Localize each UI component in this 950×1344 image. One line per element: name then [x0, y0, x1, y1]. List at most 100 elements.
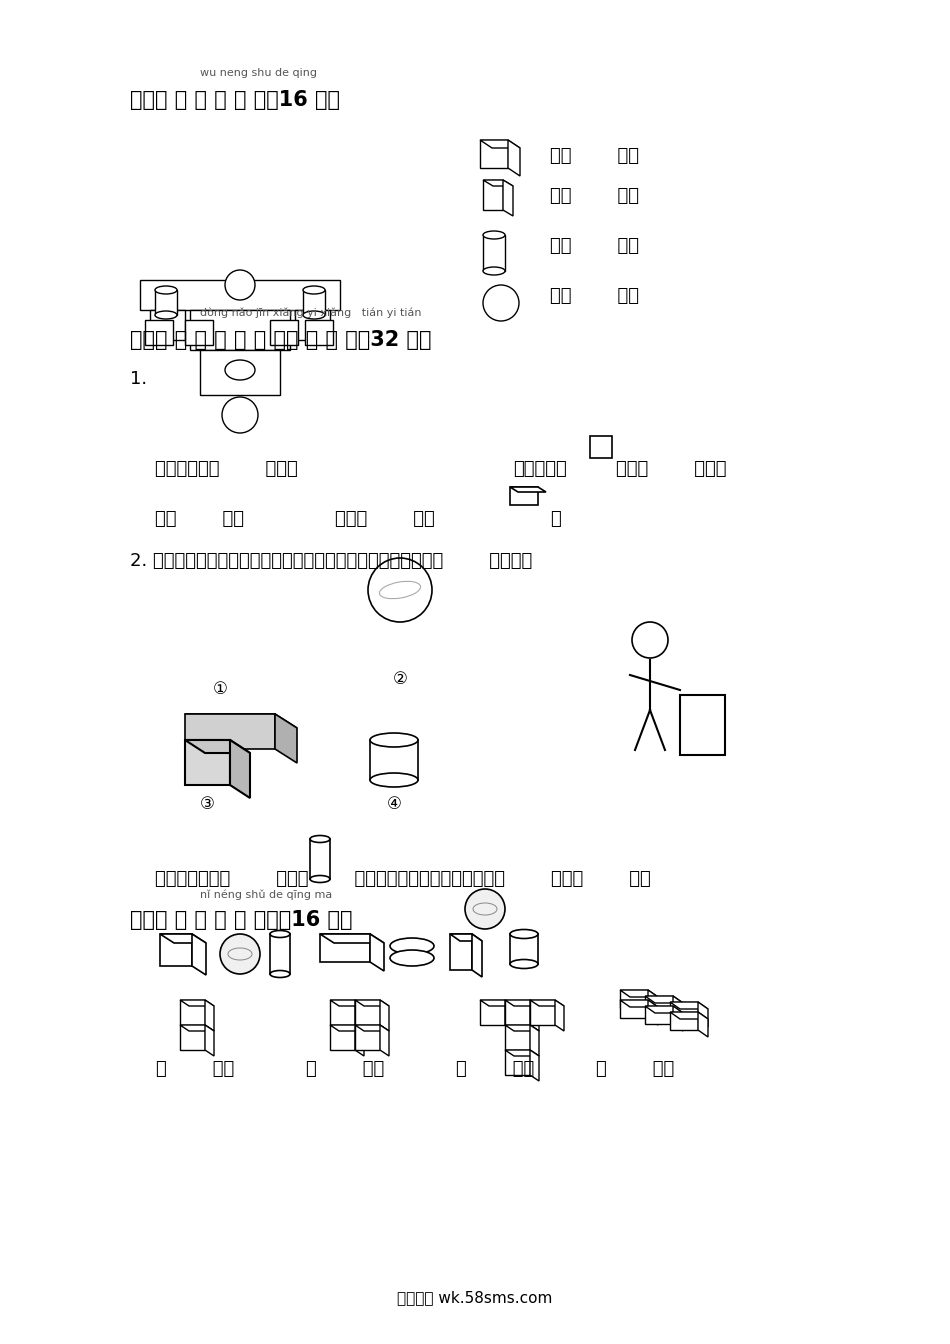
Text: nǐ néng shǔ de qīng ma: nǐ néng shǔ de qīng ma — [200, 890, 332, 900]
Text: ③: ③ — [200, 796, 215, 813]
Polygon shape — [645, 1007, 683, 1013]
Bar — [480, 140, 508, 168]
Bar — [145, 320, 173, 345]
Polygon shape — [483, 180, 513, 185]
Bar — [305, 320, 333, 345]
Bar — [620, 991, 648, 1008]
Bar — [480, 1000, 505, 1025]
Bar — [505, 1025, 530, 1050]
Bar — [270, 320, 298, 345]
Ellipse shape — [370, 773, 418, 788]
Polygon shape — [555, 1000, 564, 1031]
Polygon shape — [645, 996, 683, 1003]
Bar — [483, 180, 503, 210]
Bar — [295, 310, 330, 340]
Bar — [670, 1003, 698, 1020]
Bar — [590, 435, 612, 458]
Polygon shape — [505, 1050, 539, 1056]
Ellipse shape — [370, 732, 418, 747]
Bar — [330, 1000, 355, 1025]
Bar — [310, 839, 330, 879]
Bar — [483, 235, 505, 271]
Text: 有（        ）个: 有（ ）个 — [550, 288, 639, 305]
Polygon shape — [670, 1012, 708, 1019]
Ellipse shape — [303, 286, 325, 294]
Bar — [670, 1012, 698, 1030]
Polygon shape — [205, 1000, 214, 1031]
Polygon shape — [320, 934, 384, 943]
Bar — [510, 487, 538, 505]
Bar — [370, 741, 418, 780]
Circle shape — [222, 396, 258, 433]
Polygon shape — [480, 140, 520, 148]
Polygon shape — [648, 991, 658, 1015]
Polygon shape — [620, 991, 658, 997]
Bar — [155, 290, 177, 314]
Ellipse shape — [303, 310, 325, 319]
Ellipse shape — [483, 267, 505, 276]
Polygon shape — [380, 1000, 389, 1031]
Text: ，有（        ）个: ，有（ ）个 — [335, 509, 435, 528]
Polygon shape — [185, 714, 297, 728]
Circle shape — [220, 934, 260, 974]
Bar — [355, 1025, 380, 1050]
Ellipse shape — [310, 875, 330, 883]
Ellipse shape — [270, 930, 290, 938]
Polygon shape — [530, 1025, 539, 1056]
Polygon shape — [355, 1000, 364, 1031]
Text: ②: ② — [392, 671, 408, 688]
Polygon shape — [620, 1000, 658, 1007]
Text: dòng nǎo jīn xiǎng yi xiǎng   tián yi tián: dòng nǎo jīn xiǎng yi xiǎng tián yi tián — [200, 308, 422, 319]
Bar — [180, 1025, 205, 1050]
Bar — [320, 934, 370, 962]
Text: ，从右边起: ，从右边起 — [513, 460, 567, 478]
Polygon shape — [180, 1000, 214, 1007]
Text: 有（        ）个: 有（ ）个 — [550, 187, 639, 206]
Text: wu neng shu de qing: wu neng shu de qing — [200, 69, 317, 78]
Circle shape — [225, 270, 255, 300]
Polygon shape — [450, 934, 482, 941]
Text: （        ）个: （ ）个 — [156, 1060, 234, 1078]
Text: （        ）个: （ ）个 — [596, 1060, 674, 1078]
Bar — [185, 741, 230, 785]
Polygon shape — [230, 741, 250, 798]
Bar — [270, 934, 290, 974]
Polygon shape — [275, 714, 297, 763]
Polygon shape — [480, 1000, 514, 1007]
Bar — [160, 934, 192, 966]
Text: 2. 平时，小朋友们都很喜欢玩下面的物体，把自己的发现填在（        ）里吧！: 2. 平时，小朋友们都很喜欢玩下面的物体，把自己的发现填在（ ）里吧！ — [130, 552, 532, 570]
Ellipse shape — [270, 970, 290, 977]
Text: 是第（        ）个。: 是第（ ）个。 — [616, 460, 727, 478]
Text: 。: 。 — [550, 509, 560, 528]
Text: 五八文库 wk.58sms.com: 五八文库 wk.58sms.com — [397, 1290, 553, 1305]
Bar — [510, 934, 538, 964]
Bar — [185, 320, 213, 345]
Circle shape — [632, 622, 668, 659]
Polygon shape — [205, 1025, 214, 1056]
Bar — [620, 1000, 648, 1017]
Polygon shape — [330, 1025, 364, 1031]
Circle shape — [483, 285, 519, 321]
Polygon shape — [380, 1025, 389, 1056]
Bar — [180, 1000, 205, 1025]
Polygon shape — [670, 1003, 708, 1009]
Ellipse shape — [510, 960, 538, 969]
Ellipse shape — [390, 938, 434, 954]
Polygon shape — [648, 1000, 658, 1025]
Bar — [150, 310, 185, 340]
Polygon shape — [503, 180, 513, 216]
Ellipse shape — [483, 231, 505, 239]
Bar — [450, 934, 472, 970]
Ellipse shape — [310, 836, 330, 843]
Bar — [303, 290, 325, 314]
Text: （        ）个: （ ）个 — [306, 1060, 384, 1078]
Circle shape — [465, 888, 505, 929]
Polygon shape — [185, 741, 250, 753]
Bar — [355, 1000, 380, 1025]
Polygon shape — [698, 1012, 708, 1038]
Polygon shape — [698, 1003, 708, 1027]
Bar — [680, 695, 725, 755]
Text: 容易滚动的是（        ）和（        ）。不易滚动，只能推动的是（        ）和（        ）。: 容易滚动的是（ ）和（ ）。不易滚动，只能推动的是（ ）和（ ）。 — [155, 870, 651, 888]
Polygon shape — [355, 1000, 389, 1007]
Bar — [530, 1000, 555, 1025]
